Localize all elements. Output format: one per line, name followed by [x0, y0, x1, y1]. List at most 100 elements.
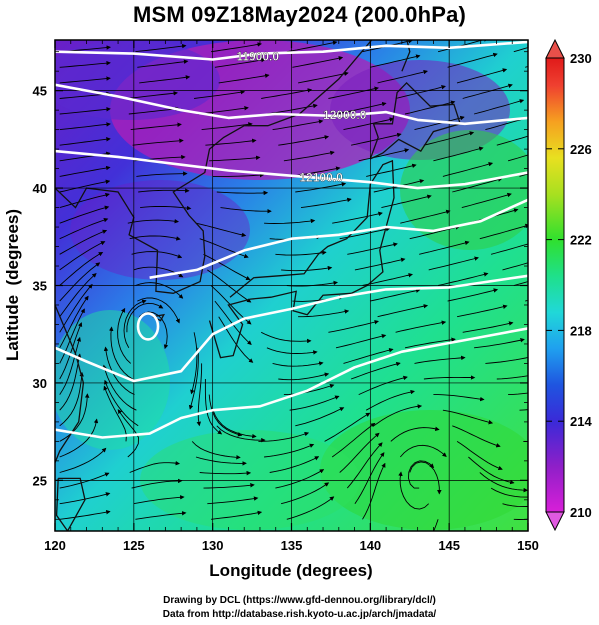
chart-title: MSM 09Z18May2024 (200.0hPa) [132, 2, 467, 27]
streamline [362, 272, 413, 286]
contour-line [55, 83, 528, 126]
streamline [496, 135, 528, 146]
streamline [269, 456, 320, 473]
streamline [423, 131, 475, 146]
streamline [507, 154, 528, 162]
streamline [295, 407, 345, 427]
streamline [207, 496, 259, 505]
streamline [275, 250, 327, 256]
streamline [354, 257, 406, 271]
streamline [59, 283, 93, 333]
streamline [461, 192, 512, 209]
streamline [212, 410, 257, 439]
streamline [264, 218, 316, 224]
streamline [456, 68, 508, 84]
streamline [513, 281, 528, 286]
streamline [136, 171, 188, 177]
streamline [209, 155, 261, 162]
streamline [218, 316, 254, 363]
contour-labels: 11900.0 12000.0 12100.0 [236, 49, 367, 184]
streamline [358, 148, 410, 162]
streamline [433, 519, 439, 531]
streamline [188, 347, 199, 410]
streamline [194, 89, 246, 99]
streamline [201, 122, 253, 131]
streamline [59, 295, 89, 349]
colorbar-tick-label: 218 [570, 323, 592, 338]
streamline [468, 456, 515, 485]
streamline [59, 262, 101, 302]
streamline [59, 122, 111, 131]
streamline [328, 86, 379, 99]
streamline [266, 103, 318, 115]
streamline [135, 43, 187, 53]
streamline [258, 431, 310, 442]
streamline [373, 404, 423, 427]
contour-line [55, 149, 528, 190]
streamline [395, 85, 446, 99]
streamline [404, 337, 456, 349]
streamline [508, 392, 528, 396]
colorbar-tick-label: 222 [570, 233, 592, 248]
streamline [335, 334, 387, 349]
y-tick-label: 35 [33, 279, 47, 294]
colorbar-tick-label: 214 [570, 414, 592, 429]
streamline [211, 42, 262, 53]
streamline [324, 412, 371, 442]
streamline [502, 262, 528, 271]
streamline [59, 165, 111, 177]
streamline [103, 385, 127, 442]
streamline [59, 393, 90, 442]
streamline [104, 379, 139, 427]
streamline [59, 272, 97, 317]
streamline [208, 394, 243, 437]
streamline [362, 462, 386, 520]
streamline [283, 150, 335, 162]
streamline [298, 71, 349, 84]
contour-label: 12100.0 [299, 170, 343, 184]
colorbar-tick-label: 210 [570, 505, 592, 520]
streamline [377, 303, 429, 318]
coastline-segment [369, 81, 462, 160]
coastline-segment [401, 40, 411, 72]
streamline [286, 496, 335, 520]
streamline [442, 409, 494, 425]
streamline [132, 138, 184, 146]
streamline [369, 54, 421, 68]
streamline [139, 75, 191, 84]
contour-label: 12000.0 [323, 108, 367, 122]
streamline [59, 322, 83, 380]
x-tick-label: 130 [202, 538, 224, 553]
streamline [261, 331, 312, 344]
y-tick-label: 25 [33, 473, 47, 488]
streamline [264, 443, 315, 458]
colorbar: 210 214 218 222 226 230 [545, 38, 592, 532]
streamline [408, 460, 435, 489]
streamline [404, 100, 456, 115]
streamline [462, 321, 514, 333]
streamline [59, 509, 111, 520]
streamline [59, 418, 99, 458]
streamline [343, 117, 395, 131]
y-tick-label: 45 [33, 84, 47, 99]
streamline [457, 304, 508, 318]
x-axis-label: Longitude (degrees) [209, 561, 372, 580]
streamline [414, 355, 466, 364]
streamline [203, 482, 255, 489]
streamline [275, 469, 325, 489]
y-tick-label: 30 [33, 376, 47, 391]
streamline [433, 394, 485, 402]
streamline [479, 472, 528, 493]
streamline [129, 460, 180, 473]
coastline [55, 40, 462, 531]
streamline [438, 272, 489, 286]
y-axis: 25 30 35 40 45 [33, 51, 528, 520]
streamline [131, 251, 183, 259]
credit-drawing: Drawing by DCL (https://www.gfd-dennou.o… [163, 595, 436, 606]
streamline [135, 511, 187, 520]
streamline [419, 240, 470, 255]
streamline [437, 40, 489, 53]
streamline [479, 223, 528, 240]
streamline [335, 101, 387, 115]
